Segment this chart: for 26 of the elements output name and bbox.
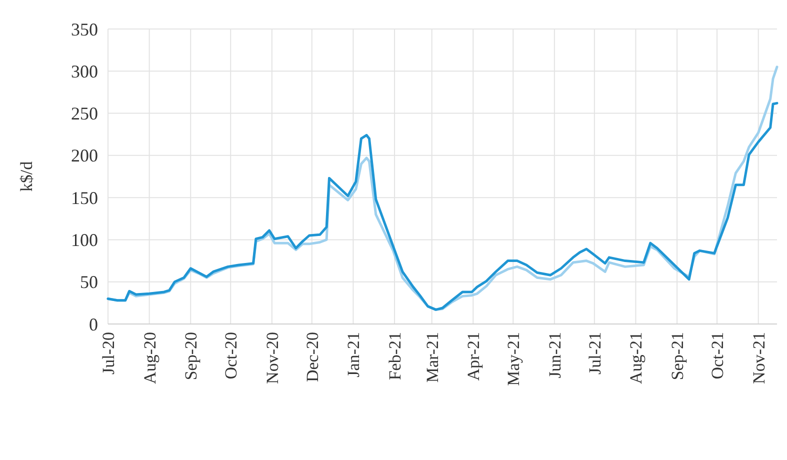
x-tick-label: May-21 [504, 332, 524, 386]
x-tick-label: Aug-21 [626, 332, 646, 384]
x-tick-label: Oct-20 [222, 332, 241, 380]
x-tick-label: Sep-20 [182, 332, 201, 380]
x-tick-label: Aug-20 [140, 332, 160, 384]
x-tick-label: Oct-21 [708, 332, 727, 380]
x-tick-label: Jun-21 [545, 332, 564, 378]
x-tick-label: Jan-21 [344, 332, 364, 378]
x-tick-label: Jul-21 [585, 332, 604, 374]
y-axis-title: k$/d [16, 160, 36, 192]
x-tick-label: Jul-20 [98, 332, 118, 374]
x-tick-label: Dec-20 [302, 332, 322, 382]
y-tick-label: 200 [71, 146, 98, 166]
y-tick-label: 300 [71, 61, 98, 82]
x-tick-label: Nov-21 [749, 332, 768, 384]
x-tick-label: Apr-21 [464, 332, 484, 381]
y-tick-label: 100 [71, 230, 98, 250]
y-tick-label: 250 [71, 104, 98, 124]
x-tick-label: Sep-21 [668, 332, 687, 380]
y-tick-label: 150 [71, 188, 98, 208]
y-tick-label: 350 [71, 19, 98, 40]
x-tick-label: Feb-21 [385, 332, 404, 380]
y-tick-label: 50 [80, 272, 98, 292]
x-tick-label: Nov-20 [262, 332, 282, 384]
y-tick-label: 0 [89, 314, 98, 334]
x-tick-label: Mar-21 [422, 332, 442, 383]
